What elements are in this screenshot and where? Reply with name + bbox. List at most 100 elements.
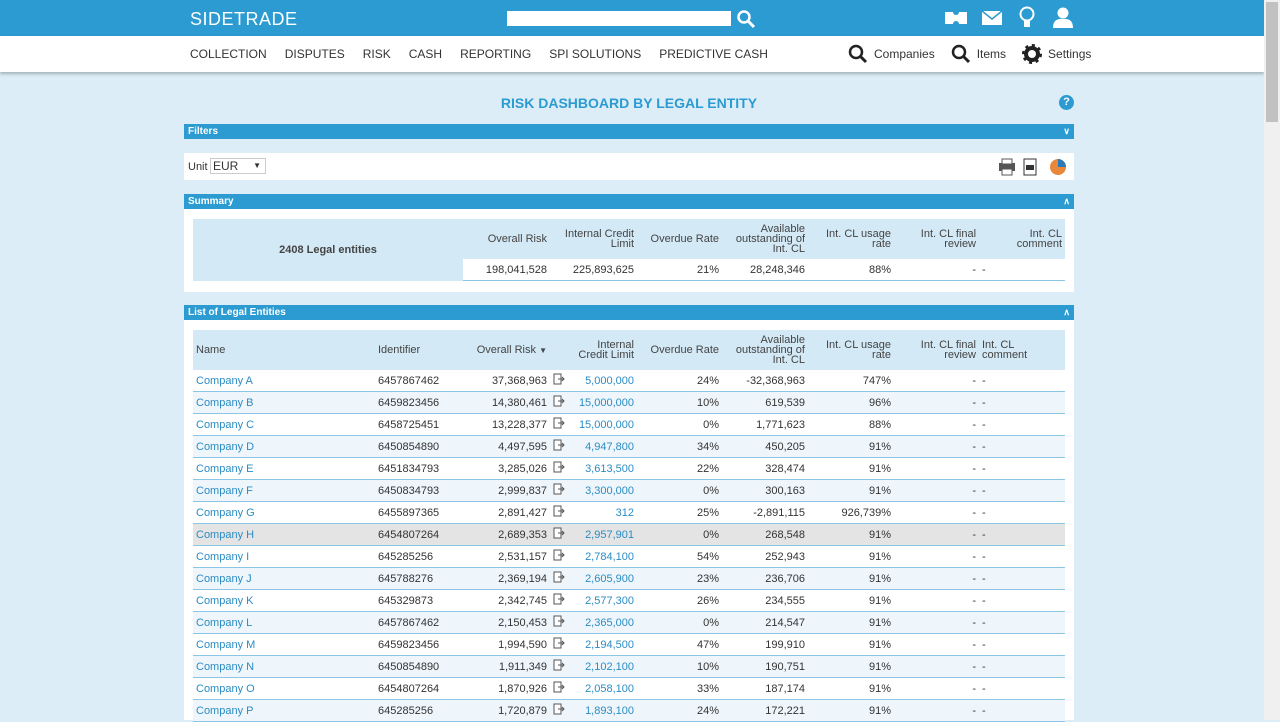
company-link[interactable]: Company O: [196, 682, 255, 695]
cell: 91%: [808, 435, 894, 458]
nav-item[interactable]: DISPUTES: [284, 47, 345, 61]
cell: 645285256: [375, 699, 463, 722]
detail-icon[interactable]: [550, 501, 570, 524]
nav-item[interactable]: PREDICTIVE CASH: [659, 47, 768, 61]
section-bar[interactable]: Summary ∧: [184, 194, 1074, 209]
detail-icon[interactable]: [550, 479, 570, 502]
cell: -: [894, 545, 979, 568]
column-header[interactable]: Overall Risk ▼: [463, 330, 550, 370]
cell: 3,613,500: [570, 457, 637, 480]
company-link[interactable]: Company H: [196, 528, 255, 541]
detail-icon[interactable]: [550, 413, 570, 436]
credit-limit-link[interactable]: 2,194,500: [585, 638, 634, 651]
credit-limit-link[interactable]: 2,577,300: [585, 594, 634, 607]
cell: 96%: [808, 391, 894, 414]
company-link[interactable]: Company L: [196, 616, 253, 629]
cell: Company P: [193, 699, 375, 722]
cell: 172,221: [722, 699, 808, 722]
nav-item[interactable]: SPI SOLUTIONS: [549, 47, 642, 61]
nav-item[interactable]: COLLECTION: [190, 47, 267, 61]
company-link[interactable]: Company P: [196, 704, 254, 717]
company-link[interactable]: Company N: [196, 660, 255, 673]
search-icon[interactable]: [736, 9, 756, 29]
scrollbar[interactable]: [1264, 0, 1280, 720]
detail-icon[interactable]: [550, 523, 570, 546]
cell: 91%: [808, 589, 894, 612]
company-link[interactable]: Company C: [196, 418, 255, 431]
column-header: Int. CL comment: [979, 219, 1066, 259]
mail-icon[interactable]: [981, 10, 1003, 26]
column-header: Int. CL comment: [979, 330, 1065, 370]
cell: 236,706: [722, 567, 808, 590]
header-row: Name Identifier Overall Risk ▼ Internal Cre…: [193, 330, 1065, 370]
detail-icon[interactable]: [550, 567, 570, 590]
cell: -: [979, 370, 1065, 392]
company-link[interactable]: Company A: [196, 374, 253, 387]
summary-value: -: [979, 259, 1066, 281]
search-icon[interactable]: [848, 44, 868, 64]
scrollbar-thumb[interactable]: [1266, 2, 1278, 122]
logo[interactable]: SIDETRADE: [190, 9, 298, 29]
help-button[interactable]: ?: [1059, 95, 1074, 110]
detail-icon[interactable]: [550, 611, 570, 634]
detail-icon[interactable]: [550, 457, 570, 480]
cell: -: [979, 567, 1065, 590]
unit-select[interactable]: EUR ▼: [210, 158, 266, 174]
detail-icon[interactable]: [550, 435, 570, 458]
ticket-icon[interactable]: [944, 9, 968, 27]
credit-limit-link[interactable]: 3,613,500: [585, 462, 634, 475]
credit-limit-link[interactable]: 2,957,901: [585, 528, 634, 541]
credit-limit-link[interactable]: 1,893,100: [585, 704, 634, 717]
cell: 328,474: [722, 457, 808, 480]
detail-icon[interactable]: [550, 633, 570, 656]
detail-icon[interactable]: [550, 699, 570, 722]
section-bar[interactable]: Filters ∨: [184, 124, 1074, 139]
cell: 268,548: [722, 523, 808, 546]
detail-icon[interactable]: [550, 677, 570, 700]
detail-icon[interactable]: [550, 589, 570, 612]
detail-icon[interactable]: [550, 391, 570, 414]
nav-item[interactable]: CASH: [408, 47, 443, 61]
credit-limit-link[interactable]: 2,784,100: [585, 550, 634, 563]
nav-link[interactable]: Settings: [1048, 47, 1092, 61]
nav-item[interactable]: REPORTING: [460, 47, 532, 61]
search-icon[interactable]: [951, 44, 971, 64]
toolbar-icons[interactable]: [990, 158, 1070, 176]
credit-limit-link[interactable]: 15,000,000: [578, 396, 634, 409]
credit-limit-link[interactable]: 5,000,000: [585, 374, 634, 387]
column-header: Available outstanding of Int. CL: [722, 330, 808, 370]
company-link[interactable]: Company F: [196, 484, 253, 497]
cell: 6454807264: [375, 523, 463, 546]
detail-icon[interactable]: [550, 370, 570, 392]
company-link[interactable]: Company J: [196, 572, 252, 585]
detail-icon[interactable]: [550, 655, 570, 678]
cell: 2,365,000: [570, 611, 637, 634]
company-link[interactable]: Company K: [196, 594, 254, 607]
credit-limit-link[interactable]: 2,605,900: [585, 572, 634, 585]
nav-link[interactable]: Companies: [874, 47, 935, 61]
user-icon[interactable]: [1052, 6, 1074, 28]
company-link[interactable]: Company D: [196, 440, 255, 453]
company-link[interactable]: Company E: [196, 462, 254, 475]
column-header: [550, 330, 570, 370]
section-bar[interactable]: List of Legal Entities ∧: [184, 305, 1074, 320]
credit-limit-link[interactable]: 4,947,800: [585, 440, 634, 453]
nav-link[interactable]: Items: [976, 47, 1007, 61]
company-link[interactable]: Company B: [196, 396, 254, 409]
company-link[interactable]: Company M: [196, 638, 256, 651]
cell: 2,342,745: [463, 589, 550, 612]
credit-limit-link[interactable]: 312: [615, 506, 634, 519]
detail-icon[interactable]: [550, 545, 570, 568]
nav-item[interactable]: RISK: [362, 47, 391, 61]
summary-value: -: [894, 259, 980, 281]
credit-limit-link[interactable]: 2,102,100: [585, 660, 634, 673]
credit-limit-link[interactable]: 15,000,000: [578, 418, 634, 431]
idea-icon[interactable]: [1018, 6, 1036, 30]
search-input[interactable]: [507, 11, 731, 26]
company-link[interactable]: Company G: [196, 506, 255, 519]
credit-limit-link[interactable]: 2,365,000: [585, 616, 634, 629]
gear-icon[interactable]: [1022, 44, 1043, 64]
credit-limit-link[interactable]: 3,300,000: [585, 484, 634, 497]
company-link[interactable]: Company I: [196, 550, 250, 563]
credit-limit-link[interactable]: 2,058,100: [585, 682, 634, 695]
